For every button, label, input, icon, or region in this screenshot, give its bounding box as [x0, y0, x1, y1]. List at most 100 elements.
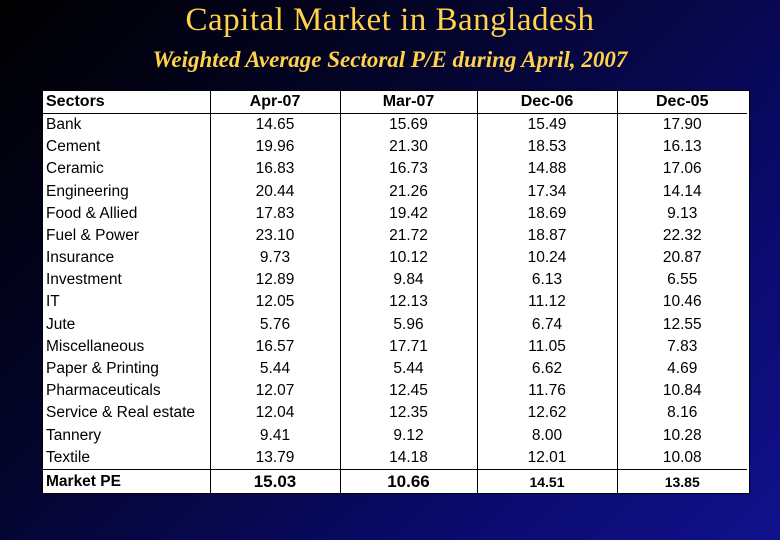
- market-pe-mar-07: 10.66: [339, 469, 477, 493]
- cell-dec-06: 14.88: [476, 158, 617, 181]
- cell-mar-07: 9.12: [339, 424, 477, 447]
- cell-dec-06: 8.00: [476, 424, 617, 447]
- cell-dec-05: 9.13: [616, 202, 747, 225]
- cell-apr-07: 20.44: [209, 180, 340, 203]
- cell-sector: Bank: [46, 116, 82, 134]
- table-row: Food & Allied 17.83 19.42 18.69 9.13: [43, 202, 747, 225]
- cell-apr-07: 19.96: [209, 136, 340, 159]
- table-header-row: Sectors Apr-07 Mar-07 Dec-06 Dec-05: [43, 91, 747, 114]
- cell-sector: Food & Allied: [46, 204, 138, 222]
- cell-dec-05: 17.90: [616, 113, 747, 137]
- cell-dec-06: 11.76: [476, 380, 617, 403]
- cell-apr-07: 12.07: [209, 380, 340, 403]
- table-row: IT 12.05 12.13 11.12 10.46: [43, 291, 747, 314]
- cell-apr-07: 9.73: [209, 247, 340, 270]
- cell-sector: Service & Real estate: [46, 404, 196, 422]
- cell-sector: Miscellaneous: [46, 337, 145, 355]
- cell-dec-05: 10.46: [616, 291, 747, 314]
- column-header-dec-05: Dec-05: [616, 91, 747, 114]
- cell-sector: IT: [46, 293, 60, 311]
- table-body: Bank 14.65 15.69 15.49 17.90 Cement 19.96 21.30…: [43, 113, 747, 470]
- cell-dec-06: 12.62: [476, 402, 617, 425]
- cell-dec-05: 16.13: [616, 136, 747, 159]
- market-pe-apr-07: 15.03: [209, 469, 340, 493]
- cell-apr-07: 13.79: [209, 446, 340, 470]
- cell-dec-05: 8.16: [616, 402, 747, 425]
- cell-dec-06: 15.49: [476, 113, 617, 137]
- cell-apr-07: 12.04: [209, 402, 340, 425]
- cell-dec-05: 20.87: [616, 247, 747, 270]
- cell-dec-05: 10.84: [616, 380, 747, 403]
- cell-mar-07: 15.69: [339, 113, 477, 137]
- table-row: Cement 19.96 21.30 18.53 16.13: [43, 136, 747, 159]
- cell-dec-06: 18.69: [476, 202, 617, 225]
- cell-apr-07: 16.57: [209, 335, 340, 358]
- cell-apr-07: 12.89: [209, 269, 340, 292]
- column-header-sectors: Sectors: [43, 91, 210, 114]
- table-row: Pharmaceuticals 12.07 12.45 11.76 10.84: [43, 380, 747, 403]
- table-row: Bank 14.65 15.69 15.49 17.90: [43, 113, 747, 137]
- cell-mar-07: 19.42: [339, 202, 477, 225]
- market-pe-dec-05: 13.85: [616, 469, 747, 493]
- column-header-dec-06: Dec-06: [476, 91, 617, 114]
- pe-table-container: Sectors Apr-07 Mar-07 Dec-06 Dec-05 Bank…: [42, 90, 750, 494]
- cell-mar-07: 5.44: [339, 357, 477, 381]
- cell-sector: Cement: [46, 138, 101, 156]
- cell-mar-07: 10.12: [339, 247, 477, 270]
- cell-mar-07: 12.13: [339, 291, 477, 314]
- cell-mar-07: 9.84: [339, 269, 477, 292]
- cell-mar-07: 21.30: [339, 136, 477, 159]
- market-pe-row: Market PE 15.03 10.66 14.51 13.85: [43, 469, 747, 493]
- cell-sector: Jute: [46, 315, 76, 333]
- slide-title: Capital Market in Bangladesh: [185, 2, 595, 38]
- cell-apr-07: 9.41: [209, 424, 340, 447]
- cell-sector: Ceramic: [46, 160, 104, 178]
- table-row: Paper & Printing 5.44 5.44 6.62 4.69: [43, 357, 747, 381]
- cell-mar-07: 21.26: [339, 180, 477, 203]
- cell-dec-06: 11.12: [476, 291, 617, 314]
- table-row: Fuel & Power 23.10 21.72 18.87 22.32: [43, 224, 747, 248]
- cell-apr-07: 12.05: [209, 291, 340, 314]
- table-row: Jute 5.76 5.96 6.74 12.55: [43, 313, 747, 336]
- sectoral-pe-table: Sectors Apr-07 Mar-07 Dec-06 Dec-05 Bank…: [43, 91, 747, 493]
- cell-dec-06: 12.01: [476, 446, 617, 470]
- cell-apr-07: 23.10: [209, 224, 340, 248]
- cell-dec-05: 10.08: [616, 446, 747, 470]
- cell-mar-07: 21.72: [339, 224, 477, 248]
- cell-apr-07: 5.44: [209, 357, 340, 381]
- cell-dec-06: 6.62: [476, 357, 617, 381]
- table-row: Service & Real estate 12.04 12.35 12.62 8.16: [43, 402, 747, 425]
- column-header-mar-07: Mar-07: [339, 91, 477, 114]
- table-row: Miscellaneous 16.57 17.71 11.05 7.83: [43, 335, 747, 358]
- column-header-apr-07: Apr-07: [209, 91, 340, 114]
- cell-apr-07: 5.76: [209, 313, 340, 336]
- cell-mar-07: 14.18: [339, 446, 477, 470]
- cell-dec-05: 12.55: [616, 313, 747, 336]
- cell-sector: Fuel & Power: [46, 226, 140, 244]
- market-pe-label: Market PE: [43, 469, 210, 493]
- slide-subtitle: Weighted Average Sectoral P/E during Apr…: [152, 47, 628, 72]
- cell-dec-05: 14.14: [616, 180, 747, 203]
- cell-dec-06: 17.34: [476, 180, 617, 203]
- cell-dec-06: 6.13: [476, 269, 617, 292]
- cell-dec-05: 6.55: [616, 269, 747, 292]
- cell-mar-07: 12.35: [339, 402, 477, 425]
- table-row: Tannery 9.41 9.12 8.00 10.28: [43, 424, 747, 447]
- table-row: Engineering 20.44 21.26 17.34 14.14: [43, 180, 747, 203]
- cell-sector: Insurance: [46, 249, 115, 267]
- cell-apr-07: 14.65: [209, 113, 340, 137]
- cell-mar-07: 16.73: [339, 158, 477, 181]
- cell-sector: Tannery: [46, 426, 102, 444]
- cell-sector: Engineering: [46, 182, 129, 200]
- cell-mar-07: 17.71: [339, 335, 477, 358]
- cell-dec-05: 22.32: [616, 224, 747, 248]
- cell-dec-06: 6.74: [476, 313, 617, 336]
- cell-apr-07: 17.83: [209, 202, 340, 225]
- market-pe-dec-06: 14.51: [476, 469, 617, 493]
- cell-dec-06: 11.05: [476, 335, 617, 358]
- cell-dec-06: 18.87: [476, 224, 617, 248]
- cell-apr-07: 16.83: [209, 158, 340, 181]
- table-row: Textile 13.79 14.18 12.01 10.08: [43, 446, 747, 470]
- cell-dec-06: 18.53: [476, 136, 617, 159]
- cell-dec-05: 7.83: [616, 335, 747, 358]
